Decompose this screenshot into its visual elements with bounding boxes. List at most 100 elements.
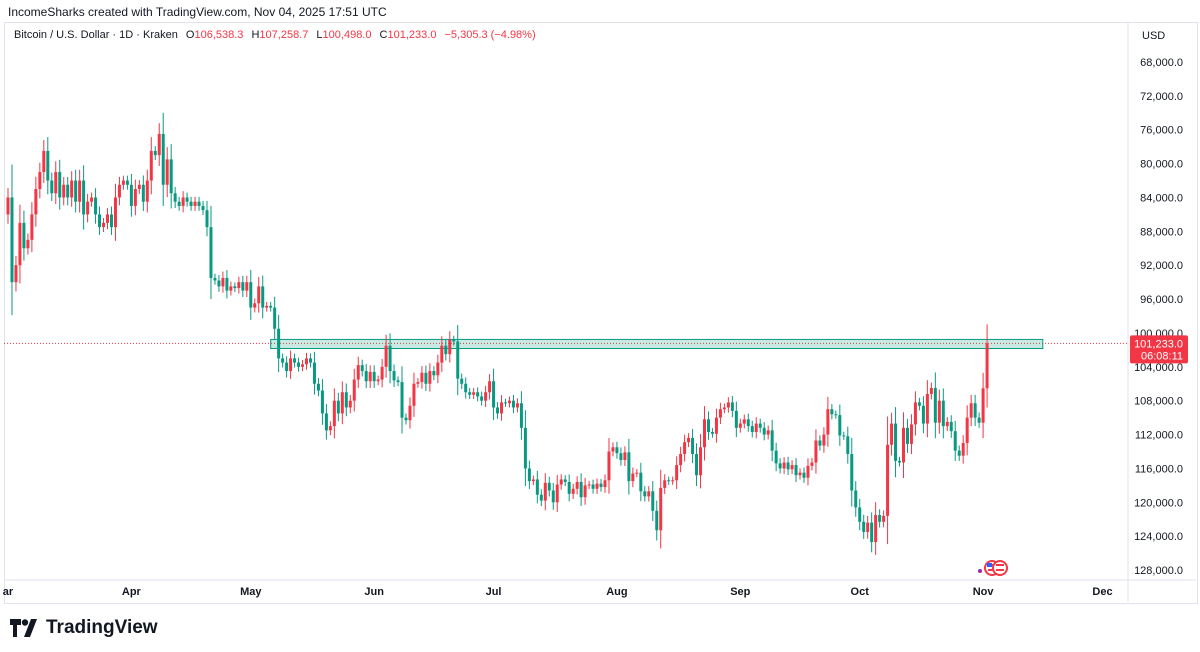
candle-body [468,392,472,395]
candle-body [854,490,858,508]
candle-body [50,180,54,194]
candle-body [145,180,149,202]
candle-body [380,366,384,380]
candle-body [523,427,527,469]
price-tick-label: 108,000.0 [1134,396,1183,408]
price-tick-label: 128,000.0 [1134,565,1183,577]
candle-body [539,494,543,501]
candle-body [949,421,953,432]
tradingview-logo-icon [10,619,37,637]
price-tick-label: 84,000.0 [1140,192,1183,204]
candle-body [257,286,261,304]
candle-body [125,180,129,185]
candle-body [165,159,169,185]
candle-body [388,345,392,372]
candle-body [802,472,806,478]
candle-body [74,180,78,202]
candle-body [229,286,233,291]
currency-label[interactable]: USD [1142,30,1166,42]
candle-body [412,383,416,406]
candle-body [738,423,742,428]
candle-body [324,413,328,431]
candle-body [253,303,257,308]
candle-body [611,447,615,452]
candle-body [297,362,301,367]
candle-body [818,440,822,446]
candle-body [834,414,838,416]
candle-body [957,450,961,456]
candle-body [842,435,846,437]
candle-body [603,480,607,488]
resistance-zone [270,338,1044,350]
candle-body [102,222,106,228]
candle-body [436,362,440,376]
candle-body [985,343,989,389]
candle-body [631,473,635,482]
candle-body [969,403,973,418]
candle-body [289,358,293,372]
candle-body [396,380,400,383]
price-tick-label: 68,000.0 [1140,57,1183,69]
candle-body [133,189,137,206]
candle-body [340,392,344,414]
candle-body [870,522,874,543]
candle-body [905,427,909,444]
high-label: H [251,29,260,41]
candle-body [770,430,774,451]
time-tick-label: Sep [730,586,750,598]
candle-body [90,197,94,202]
candle-body [838,415,842,436]
candle-body [826,409,830,435]
price-tick-label: 92,000.0 [1140,260,1183,272]
candle-body [639,472,643,492]
candle-body [281,358,285,363]
candle-body [293,358,297,363]
flag-stripe [996,564,1004,566]
candle-body [726,402,730,408]
candle-body [643,491,647,497]
candle-body [106,214,109,223]
candle-body [850,454,854,491]
candle-body [241,282,245,291]
candle-body [305,358,308,365]
price-tick-label: 88,000.0 [1140,226,1183,238]
candle-body [675,465,679,481]
candle-body [452,339,456,342]
price-tick-label: 72,000.0 [1140,91,1183,103]
change-value: −5,305.3 (−4.98%) [444,29,536,41]
candle-body [109,214,113,228]
candle-body [46,150,50,181]
candle-body [898,460,902,463]
candle-body [213,277,217,281]
logo-text: TradingView [46,617,158,638]
candle-body [687,437,691,443]
candle-body [217,280,221,287]
candle-body [519,403,523,428]
candle-body [786,462,790,470]
candle-body [312,362,316,384]
candle-body [193,201,197,206]
candle-body [245,282,249,291]
candle-body [555,484,559,503]
candle-body [460,378,464,384]
candle-body [364,371,368,382]
last-price-label: 101,233.0 [1134,338,1183,350]
candle-body [86,201,90,215]
flag-stripe [988,569,996,571]
candle-body [703,419,706,448]
candle-body [54,172,58,194]
symbol-name[interactable]: Bitcoin / U.S. Dollar · 1D · Kraken [14,29,178,41]
candle-body [878,515,882,522]
flag-stripe [996,569,1004,571]
candle-body [308,358,312,363]
candle-body [806,465,810,478]
candle-body [352,379,356,401]
candle-body [121,180,125,185]
candle-body [384,345,388,367]
candle-body [372,371,376,382]
candle-body [890,423,894,445]
high-value: 107,258.7 [259,29,309,41]
candle-body [929,387,933,394]
tradingview-logo[interactable]: TradingView [10,617,158,639]
